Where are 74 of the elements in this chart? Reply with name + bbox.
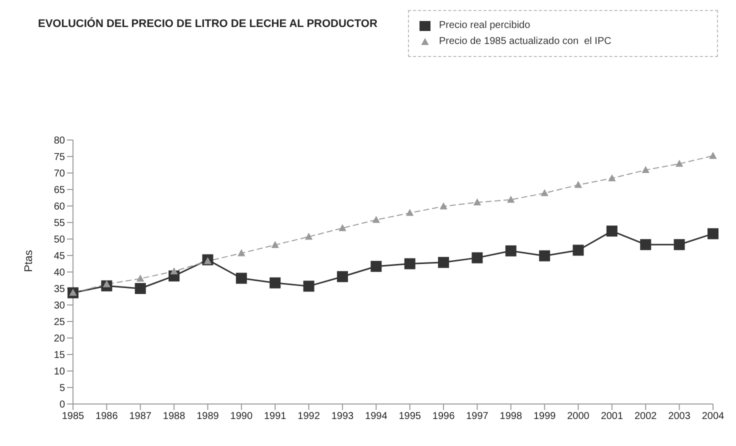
chart-title: EVOLUCIÓN DEL PRECIO DE LITRO DE LECHE AL PRODUCTOR bbox=[38, 18, 378, 30]
point bbox=[642, 166, 650, 174]
x-tick-label: 2002 bbox=[634, 411, 658, 422]
x-tick-label: 1989 bbox=[196, 411, 220, 422]
point bbox=[136, 275, 144, 282]
legend-label: Precio de 1985 actualizado con el IPC bbox=[439, 36, 612, 47]
point bbox=[608, 174, 616, 182]
point bbox=[541, 190, 548, 196]
point bbox=[338, 224, 346, 232]
x-tick-label: 1997 bbox=[466, 411, 489, 422]
y-tick-label: 70 bbox=[54, 168, 66, 180]
legend-label: Precio real percibido bbox=[439, 20, 530, 31]
point bbox=[303, 280, 314, 292]
x-tick-label: 1993 bbox=[331, 411, 354, 422]
x-tick-label: 1994 bbox=[365, 411, 388, 422]
y-axis-title: Ptas bbox=[22, 249, 35, 272]
point bbox=[606, 226, 618, 237]
point bbox=[507, 196, 514, 203]
x-tick-label: 1996 bbox=[432, 411, 456, 422]
x-tick-label: 1995 bbox=[398, 411, 422, 422]
y-tick-label: 75 bbox=[54, 152, 66, 164]
y-tick-label: 25 bbox=[54, 317, 66, 328]
x-tick-label: 1988 bbox=[162, 411, 186, 422]
y-tick-label: 65 bbox=[54, 185, 66, 196]
y-tick-label: 60 bbox=[54, 202, 66, 213]
y-tick-label: 20 bbox=[54, 334, 66, 345]
point bbox=[505, 245, 516, 256]
point bbox=[336, 271, 348, 282]
point bbox=[372, 216, 380, 223]
point bbox=[676, 160, 683, 167]
x-tick-label: 1998 bbox=[500, 411, 522, 422]
y-tick-label: 50 bbox=[54, 234, 66, 246]
point bbox=[270, 277, 281, 288]
y-tick-label: 35 bbox=[54, 284, 66, 296]
x-tick-label: 1987 bbox=[129, 411, 152, 422]
point bbox=[404, 258, 416, 270]
point bbox=[406, 209, 414, 216]
x-tick-label: 2003 bbox=[668, 411, 691, 422]
x-tick-label: 1985 bbox=[62, 411, 85, 422]
point bbox=[370, 260, 382, 272]
y-tick-label: 15 bbox=[54, 350, 66, 362]
point bbox=[710, 152, 716, 159]
x-tick-label: 2000 bbox=[567, 411, 590, 422]
x-tick-label: 1992 bbox=[298, 411, 320, 422]
y-tick-label: 45 bbox=[54, 251, 66, 262]
y-tick-label: 5 bbox=[59, 383, 66, 394]
x-tick-label: 1991 bbox=[264, 411, 287, 422]
point bbox=[134, 283, 146, 294]
point bbox=[674, 239, 685, 250]
y-tick-label: 55 bbox=[54, 218, 66, 230]
x-tick-label: 1986 bbox=[96, 411, 118, 422]
x-tick-label: 1990 bbox=[230, 411, 253, 422]
point bbox=[472, 252, 483, 264]
y-tick-label: 30 bbox=[54, 300, 66, 312]
x-tick-label: 2004 bbox=[702, 411, 725, 422]
x-tick-label: 2001 bbox=[600, 411, 624, 422]
y-tick-label: 0 bbox=[59, 400, 66, 411]
y-tick-label: 10 bbox=[54, 366, 66, 378]
point bbox=[236, 272, 247, 284]
point bbox=[170, 268, 178, 274]
point bbox=[238, 250, 245, 256]
y-tick-label: 40 bbox=[54, 268, 66, 279]
point bbox=[305, 233, 312, 240]
point bbox=[539, 250, 550, 262]
point bbox=[708, 228, 718, 240]
x-tick-label: 1999 bbox=[533, 411, 556, 422]
point bbox=[474, 198, 481, 206]
point bbox=[640, 239, 652, 250]
point bbox=[440, 202, 448, 210]
point bbox=[438, 256, 450, 268]
point bbox=[572, 244, 584, 256]
point bbox=[272, 241, 279, 248]
y-tick-label: 80 bbox=[54, 136, 66, 147]
point bbox=[574, 181, 582, 188]
